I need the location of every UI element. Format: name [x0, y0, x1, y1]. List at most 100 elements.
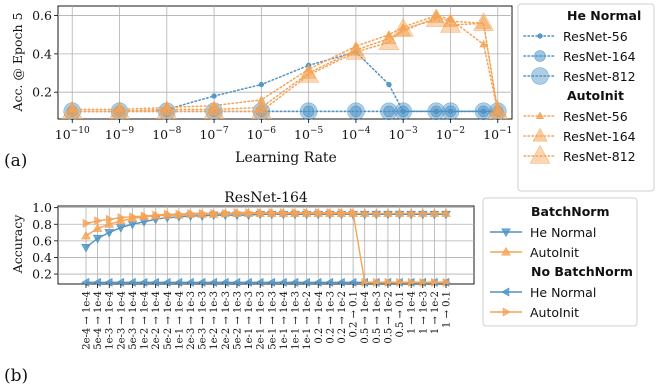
chart-b-data-point — [92, 223, 103, 232]
chart-a-data-point — [386, 81, 392, 88]
chart-b-x-tick-label: 1 → 1e-4 — [407, 291, 418, 334]
chart-b-y-axis-label: Accuracy — [10, 214, 25, 275]
chart-a-data-point — [64, 103, 80, 117]
chart-a-x-tick-label: 10−3 — [389, 126, 418, 142]
chart-b-legend-entry: He Normal — [530, 225, 596, 240]
chart-b-data-point — [431, 277, 440, 287]
chart-b-data-point — [419, 277, 428, 287]
chart-b-data-point — [245, 208, 254, 218]
chart-b-data-point — [175, 209, 184, 219]
chart-b-data-point — [303, 208, 312, 218]
panel-label-a: (a) — [4, 151, 27, 171]
chart-b-y-tick-label: 0.6 — [32, 233, 52, 248]
chart-b-data-point — [104, 229, 115, 238]
chart-a-x-tick-label: 10−9 — [105, 126, 134, 142]
chart-b-legend-title: No BatchNorm — [531, 264, 633, 279]
chart-b-data-point — [198, 208, 207, 218]
chart-a-x-tick-label: 10−2 — [436, 126, 465, 142]
chart-b-x-tick-label: 1e-2 → 1e-4 — [140, 291, 151, 350]
chart-b-data-point — [255, 277, 264, 287]
chart-b-data-point — [384, 277, 393, 287]
chart-b-x-tick-label: 1e-1 → 1e-3 — [244, 291, 255, 350]
chart-b-plot-frame — [57, 205, 475, 285]
chart-b-data-point — [268, 208, 277, 218]
chart-a-x-tick-exponent: −9 — [121, 126, 135, 136]
chart-b-series-3 — [82, 208, 451, 287]
chart-b-legend-entry: AutoInit — [530, 245, 579, 260]
chart-b-data-point — [336, 277, 345, 287]
chart-a-data-point — [298, 63, 320, 83]
chart-b-data-point — [164, 209, 173, 219]
chart-b-data-point — [291, 208, 300, 218]
chart-b-legend-marker — [501, 287, 510, 297]
chart-a-legend-box — [517, 3, 655, 192]
chart-b-data-point — [116, 277, 125, 287]
chart-a-data-point — [348, 41, 364, 56]
chart-b-x-tick-label: 5e-2 → 1e-4 — [163, 291, 174, 350]
chart-b-data-point — [222, 208, 231, 218]
chart-b-data-point — [407, 277, 416, 287]
chart-a-x-tick-exponent: −3 — [405, 126, 419, 136]
chart-b-data-point — [105, 214, 115, 224]
chart-b-x-tick-label: 5e-2 → 1e-3 — [232, 291, 243, 350]
chart-a-legend-entry: ResNet-812 — [563, 149, 636, 164]
chart-b-data-point — [278, 277, 287, 287]
chart-b-x-tick-label: 0.5 → 1e-3 — [372, 291, 383, 344]
chart-b-y-tick-label: 0.8 — [32, 217, 52, 232]
chart-a-x-tick-label: 10−7 — [199, 126, 228, 142]
chart-b-y-tick-label: 0.4 — [32, 250, 52, 265]
chart-b-data-point — [150, 277, 159, 287]
chart-b-x-tick-label: 1e-3 → 1e-4 — [105, 291, 116, 350]
chart-a-data-point — [428, 9, 444, 24]
chart-b-data-point — [349, 208, 358, 218]
chart-a-series-3 — [68, 11, 502, 115]
chart-a-data-point — [394, 102, 413, 121]
chart-a-x-tick-exponent: −8 — [168, 126, 182, 136]
chart-b-data-point — [313, 277, 322, 287]
chart-a-x-tick-label: 10−5 — [294, 126, 323, 142]
chart-b-x-tick-label: 0.5 → 1e-4 — [360, 291, 371, 344]
chart-a-data-point — [299, 102, 318, 121]
chart-b-data-point — [280, 208, 289, 218]
chart-b-data-point — [81, 244, 91, 253]
chart-b-data-point — [94, 216, 103, 226]
chart-b-y-tick-label: 0.2 — [32, 267, 52, 282]
chart-a-series-line — [71, 18, 499, 113]
chart-b-x-tick-label: 2e-1 → 1e-3 — [256, 291, 267, 350]
chart-b-data-point — [338, 208, 347, 218]
chart-b-data-point — [116, 224, 126, 233]
chart-a-x-tick-label: 10−4 — [341, 126, 370, 142]
chart-a-data-point — [392, 17, 414, 37]
chart-a-x-tick-label: 10−6 — [247, 126, 276, 142]
chart-b-x-tick-label: 5e-3 → 1e-3 — [198, 291, 209, 350]
chart-b-data-point — [220, 277, 229, 287]
chart-a-grid — [58, 6, 512, 119]
chart-b-data-point — [361, 277, 370, 287]
chart-b-ticks: 0.20.40.60.81.02e-4 → 1e-4 5e-4 → 1e-4 1e-… — [32, 200, 452, 350]
chart-a-x-axis-label: Learning Rate — [235, 150, 337, 166]
chart-b-data-point — [441, 208, 451, 217]
chart-a-series-5 — [61, 8, 509, 119]
chart-a-plot-frame — [57, 5, 513, 120]
chart-b-title: ResNet-164 — [224, 190, 308, 206]
chart-a-legend: He Normal ResNet-56 ResNet-164 ResNet-812 Au… — [517, 3, 655, 192]
chart-b-x-tick-label: 2e-4 → 1e-4 — [82, 291, 93, 350]
chart-b-data-point — [233, 208, 242, 218]
chart-b-data-point — [162, 277, 171, 287]
chart-b-x-tick-label: 1 → 1e-2 — [430, 291, 441, 334]
chart-a-data-point — [490, 103, 506, 117]
chart-a-data-point — [301, 64, 317, 79]
chart-b-data-point — [104, 277, 113, 287]
chart-b-data-point — [82, 218, 91, 228]
chart-b-data-point — [301, 277, 310, 287]
chart-b-x-tick-label: 1e-1 → 1e-3 — [291, 291, 302, 350]
chart-a-x-tick-exponent: −10 — [71, 126, 90, 136]
chart-b-data-point — [359, 208, 370, 217]
chart-b-x-tick-label: 0.5 → 0.1 — [395, 291, 406, 338]
chart-b-data-point — [92, 234, 103, 244]
chart-b-data-point — [243, 277, 252, 287]
chart-b-x-tick-label: 2e-2 → 1e-3 — [221, 291, 232, 350]
chart-b-x-tick-label: 2e-3 → 1e-4 — [116, 291, 127, 350]
chart-a-x-tick-exponent: −4 — [357, 126, 371, 136]
